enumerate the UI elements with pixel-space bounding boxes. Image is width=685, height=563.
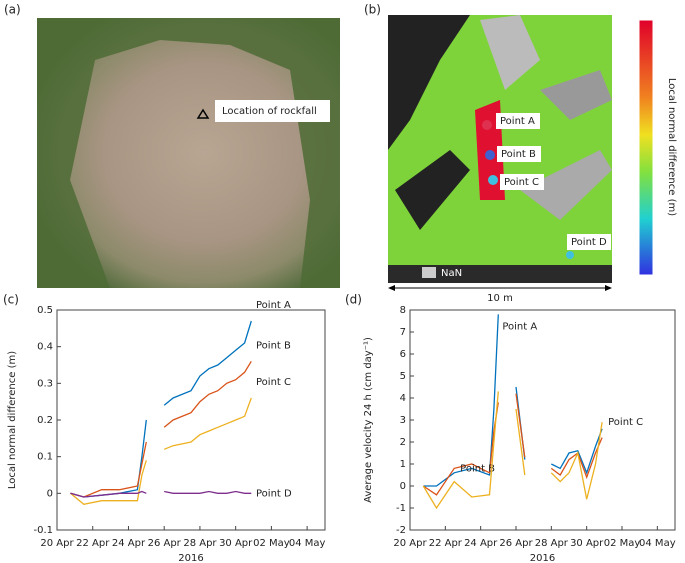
y-tick-label: 5 — [400, 371, 406, 382]
colorbar-tick-label: 0.10 — [615, 79, 635, 89]
colorbar-tick-label: 0.15 — [615, 47, 635, 57]
nan-label: NaN — [441, 268, 462, 279]
point-label: Point D — [571, 237, 607, 248]
colorbar — [638, 19, 654, 276]
panel-label: (c) — [3, 293, 19, 307]
colorbar-tick-label: 0.03 — [615, 124, 635, 134]
x-tick-label: 26 Apr — [499, 538, 533, 549]
y-tick-label: -0.1 — [33, 525, 53, 536]
series-label: Point C — [256, 377, 291, 388]
y-tick-label: 2 — [400, 437, 406, 448]
x-tick-label: 04 May — [289, 538, 326, 549]
x-axis-title: 2016 — [530, 553, 555, 563]
y-tick-label: -1 — [396, 503, 406, 514]
series-label: Point B — [460, 463, 495, 474]
point-label: Point A — [500, 116, 535, 127]
series-label: Point B — [256, 340, 291, 351]
colorbar-tick-label: -0.02 — [612, 156, 635, 166]
x-tick-label: 24 Apr — [464, 538, 498, 549]
y-axis-title: Average velocity 24 h (cm day⁻¹) — [363, 337, 374, 503]
x-tick-label: 30 Apr — [570, 538, 604, 549]
x-tick-label: 22 Apr — [429, 538, 463, 549]
y-tick-label: 8 — [400, 305, 406, 316]
series-line — [422, 391, 603, 510]
panel-label: (a) — [4, 3, 21, 17]
colorbar-tick-label: 0.08 — [615, 92, 635, 102]
x-tick-label: 28 Apr — [535, 538, 569, 549]
y-tick-label: -2 — [396, 525, 406, 536]
colorbar-tick-label: 0.13 — [615, 60, 635, 70]
x-tick-label: 20 Apr — [393, 538, 427, 549]
point-label: Point B — [501, 149, 536, 160]
y-tick-label: 7 — [400, 327, 406, 338]
y-tick-label: 0.2 — [37, 415, 53, 426]
colorbar-tick-label: -0.05 — [612, 175, 635, 185]
y-axis-title: Local normal difference (m) — [7, 351, 18, 489]
colorbar-tick-label: 0.17 — [615, 35, 635, 45]
colorbar-tick-label: 0.00 — [615, 143, 635, 153]
colorbar-tick-label: -0.17 — [612, 251, 635, 261]
colorbar-tick-label: -0.12 — [612, 220, 635, 230]
y-tick-label: 4 — [400, 393, 406, 404]
annotation: Location of rockfall — [222, 106, 317, 117]
y-tick-label: 0.4 — [37, 342, 53, 353]
point-label: Point C — [504, 177, 539, 188]
x-tick-label: 04 May — [639, 538, 676, 549]
series-line — [70, 360, 252, 498]
x-tick-label: 02 May — [253, 538, 290, 549]
nan-swatch — [422, 267, 436, 278]
x-tick-label: 24 Apr — [112, 538, 146, 549]
y-tick-label: 0 — [400, 481, 406, 492]
colorbar-tick-label: -0.07 — [612, 188, 635, 198]
colorbar-title: Local normal difference (m) — [666, 78, 677, 216]
y-tick-label: 0.1 — [37, 452, 53, 463]
y-tick-label: 0 — [47, 488, 53, 499]
series-label: Point A — [502, 321, 537, 332]
series-label: Point A — [256, 300, 291, 311]
y-tick-label: 3 — [400, 415, 406, 426]
annotation-box — [215, 100, 330, 122]
series-label: Point C — [608, 417, 643, 428]
x-tick-label: 28 Apr — [183, 538, 217, 549]
x-axis-title: 2016 — [178, 553, 203, 563]
x-tick-label: 02 May — [604, 538, 641, 549]
y-tick-label: 6 — [400, 349, 406, 360]
x-tick-label: 30 Apr — [219, 538, 253, 549]
series-label: Point D — [256, 488, 292, 499]
series-line — [422, 393, 603, 496]
series-line — [70, 490, 252, 498]
vegetation — [37, 18, 340, 288]
y-tick-label: 0.5 — [37, 305, 53, 316]
y-tick-label: 0.3 — [37, 378, 53, 389]
panel-label: (d) — [345, 293, 362, 307]
series-line — [69, 397, 252, 505]
panel-label: (b) — [364, 3, 381, 17]
colorbar-tick-label: 0.05 — [615, 111, 635, 121]
colorbar-tick-label: 0.20 — [615, 16, 635, 26]
y-tick-label: 1 — [400, 459, 406, 470]
map-points — [482, 113, 611, 259]
colorbar-tick-label: -0.20 — [612, 271, 636, 281]
colorbar-tick-label: -0.10 — [612, 207, 636, 217]
x-tick-label: 26 Apr — [148, 538, 182, 549]
colorbar-tick-label: -0.15 — [612, 239, 635, 249]
rockfall-marker — [196, 108, 210, 119]
x-tick-label: 20 Apr — [40, 538, 74, 549]
series-line — [70, 320, 252, 498]
scale-label: 10 m — [487, 293, 513, 304]
x-tick-label: 22 Apr — [76, 538, 110, 549]
